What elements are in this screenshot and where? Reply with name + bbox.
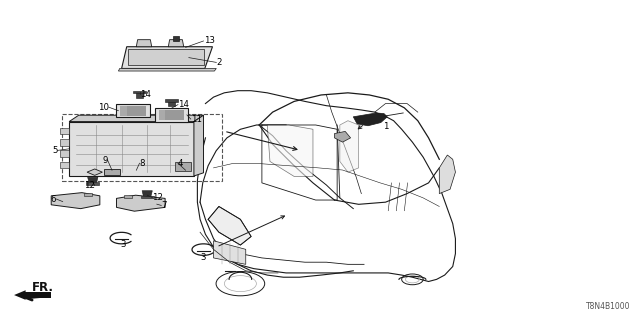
Polygon shape [439,155,456,194]
Text: 8: 8 [140,159,145,168]
Polygon shape [141,196,154,198]
Polygon shape [268,125,313,176]
Text: 2: 2 [216,58,222,67]
Polygon shape [168,40,184,47]
Bar [62,114,222,181]
Bar [128,49,204,65]
Polygon shape [214,241,246,264]
Polygon shape [60,150,69,157]
Polygon shape [155,108,188,122]
Text: 14: 14 [178,100,189,109]
Polygon shape [142,191,152,196]
Text: 6: 6 [51,195,56,204]
Text: 12: 12 [84,181,95,190]
Text: 5: 5 [52,146,58,155]
Polygon shape [87,169,102,175]
Polygon shape [104,169,120,175]
Polygon shape [84,193,92,196]
Text: 7: 7 [161,201,167,210]
Polygon shape [60,139,69,146]
Text: 13: 13 [204,36,214,45]
Polygon shape [159,110,184,120]
Polygon shape [69,122,194,176]
Text: 12: 12 [152,193,163,202]
Polygon shape [173,36,179,41]
Text: 11: 11 [191,115,202,124]
Polygon shape [353,113,387,126]
Polygon shape [88,177,98,182]
Polygon shape [159,110,165,120]
Polygon shape [124,195,132,198]
Polygon shape [60,162,69,168]
Polygon shape [165,99,178,102]
Text: FR.: FR. [32,281,54,293]
Text: 9: 9 [102,156,108,164]
Text: 14: 14 [140,90,150,99]
Polygon shape [340,121,358,172]
Polygon shape [208,206,251,245]
Polygon shape [133,91,146,93]
Text: T8N4B1000: T8N4B1000 [586,302,630,311]
Polygon shape [14,290,26,300]
Polygon shape [69,115,204,122]
Polygon shape [51,193,100,209]
Polygon shape [122,47,212,68]
Polygon shape [120,106,127,116]
Polygon shape [168,100,175,106]
Text: 1: 1 [383,122,388,131]
Text: 3: 3 [201,253,206,262]
Polygon shape [60,128,69,134]
Polygon shape [118,68,216,71]
Polygon shape [136,92,143,98]
Polygon shape [136,40,152,47]
Polygon shape [335,132,351,142]
Polygon shape [86,182,99,185]
Polygon shape [175,162,191,171]
Text: 4: 4 [178,159,184,168]
Polygon shape [24,292,51,298]
Polygon shape [116,104,150,117]
Polygon shape [194,115,204,176]
Polygon shape [120,106,146,116]
Text: 3: 3 [120,240,125,249]
Polygon shape [116,195,165,211]
Text: 10: 10 [98,103,109,112]
